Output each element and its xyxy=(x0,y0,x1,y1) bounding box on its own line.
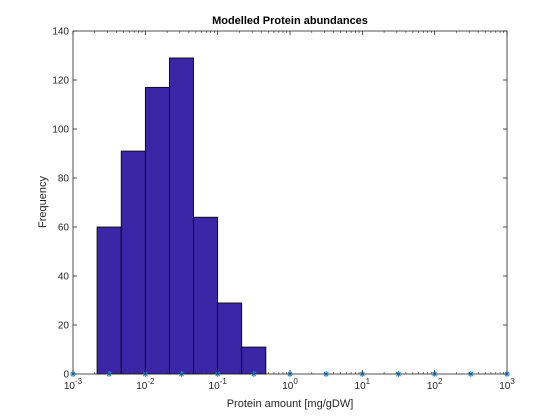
y-tick-label-4: 60 xyxy=(58,223,70,234)
histogram-bar-3 xyxy=(144,86,170,375)
histogram-bar-1 xyxy=(96,226,122,375)
x-tick-label-2: 10-2 xyxy=(136,377,155,392)
histogram-bar-6 xyxy=(217,302,243,375)
histogram-bar-7 xyxy=(241,346,267,375)
x-tick-label-3: 10-1 xyxy=(209,377,228,392)
x-tick-label-1: 10-3 xyxy=(64,377,83,392)
histogram-bar-5 xyxy=(193,216,219,375)
y-axis-label: Frequency xyxy=(37,176,49,228)
x-tick-label-7: 103 xyxy=(499,377,515,392)
x-tick-label-5: 101 xyxy=(355,377,371,392)
bars-layer xyxy=(96,57,267,375)
y-tick-label-7: 120 xyxy=(52,76,69,87)
histogram-bar-2 xyxy=(120,150,146,375)
y-axis-ticks: 0 20 40 60 80 100 120 140 xyxy=(52,27,507,381)
chart-title: Modelled Protein abundances xyxy=(212,15,368,27)
x-axis-label: Protein amount [mg/gDW] xyxy=(227,398,354,410)
y-tick-label-3: 40 xyxy=(58,272,70,283)
y-tick-label-8: 140 xyxy=(52,27,69,38)
x-tick-label-4: 100 xyxy=(282,377,298,392)
y-tick-label-1: 0 xyxy=(63,370,69,381)
y-tick-label-5: 80 xyxy=(58,174,70,185)
histogram-bar-4 xyxy=(168,57,194,375)
x-tick-label-6: 102 xyxy=(427,377,443,392)
y-tick-label-2: 20 xyxy=(58,321,70,332)
x-axis-ticks: 10-3 10-2 10-1 100 101 102 103 xyxy=(64,31,515,392)
y-tick-label-6: 100 xyxy=(52,125,69,136)
